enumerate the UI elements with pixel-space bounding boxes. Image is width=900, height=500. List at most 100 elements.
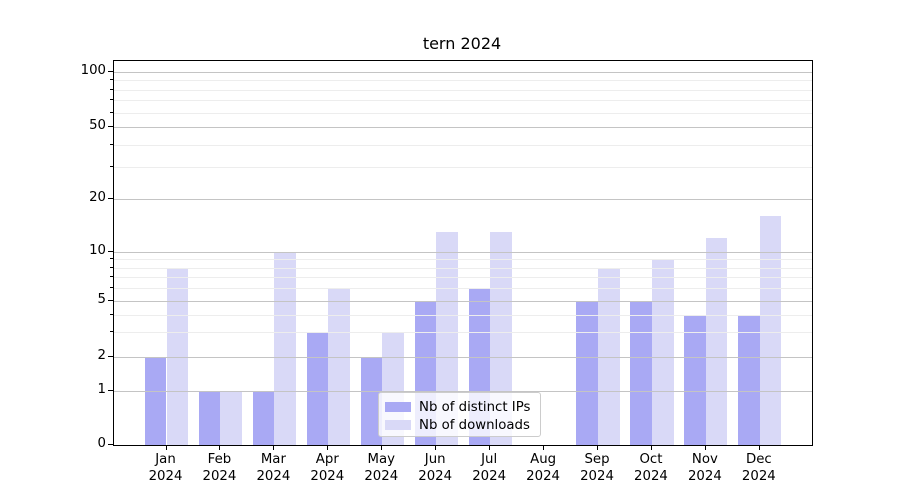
y-minor-tick (110, 287, 113, 289)
gridline-minor (114, 89, 812, 91)
x-tick-label-month: Nov (691, 452, 718, 467)
bar-downloads-Apr (328, 288, 350, 445)
y-minor-tick (110, 111, 113, 113)
x-tick (219, 445, 221, 450)
gridline-major (114, 357, 812, 358)
y-minor-tick (110, 266, 113, 268)
gridline-major (114, 127, 812, 128)
bar-downloads-Jul (490, 231, 512, 445)
legend: Nb of distinct IPs Nb of downloads (378, 392, 541, 437)
x-tick-label-month: Jan (155, 452, 176, 467)
x-tick-label: Feb 2024 (191, 452, 247, 485)
y-tick-label: 1 (97, 381, 106, 397)
bar-distinct-ips-Jan (144, 357, 167, 445)
x-tick (435, 445, 437, 450)
x-tick (381, 445, 383, 450)
bar-downloads-Jun (436, 231, 458, 445)
bar-downloads-Sep (598, 267, 620, 445)
x-tick-label-year: 2024 (418, 468, 453, 484)
gridline-minor (114, 267, 812, 269)
x-tick-label-month: Dec (745, 452, 772, 467)
y-minor-tick (110, 313, 113, 315)
x-tick-label-year: 2024 (256, 468, 291, 484)
gridline-major (114, 199, 812, 200)
legend-item-distinct-ips: Nb of distinct IPs (385, 398, 534, 416)
gridline-minor (114, 167, 812, 169)
legend-label-distinct-ips: Nb of distinct IPs (419, 399, 531, 415)
x-tick-label: Dec 2024 (731, 452, 787, 485)
bar-distinct-ips-Feb (198, 390, 221, 445)
gridline-major (114, 72, 812, 73)
bar-downloads-Dec (759, 216, 782, 445)
y-tick-label: 0 (97, 436, 106, 451)
y-tick (108, 389, 113, 391)
bar-distinct-ips-Nov (684, 314, 706, 445)
gridline-minor (114, 80, 812, 82)
x-tick-label: May 2024 (353, 452, 409, 485)
x-tick (597, 445, 599, 450)
x-tick-label-month: Jul (481, 452, 498, 467)
x-tick-label-month: Mar (260, 452, 286, 467)
x-tick-label-year: 2024 (364, 468, 399, 484)
x-tick-label: Apr 2024 (299, 452, 355, 485)
bar-downloads-Jan (166, 267, 189, 445)
gridline-minor (114, 314, 812, 316)
gridline-minor (114, 288, 812, 290)
bar-distinct-ips-Dec (738, 314, 760, 445)
x-tick-label-month: Jun (424, 452, 446, 467)
bar-distinct-ips-May (360, 357, 383, 445)
x-tick (758, 445, 760, 450)
gridline-minor (114, 259, 812, 261)
bar-downloads-Nov (705, 238, 728, 445)
y-tick-label: 10 (89, 243, 106, 258)
x-tick-label: Jun 2024 (407, 452, 463, 485)
x-tick-label: Mar 2024 (245, 452, 301, 485)
x-tick (650, 445, 652, 450)
y-tick (108, 300, 113, 301)
bar-distinct-ips-Oct (630, 301, 652, 445)
x-tick-label-year: 2024 (202, 468, 237, 484)
legend-swatch-distinct-ips (385, 402, 411, 412)
x-tick-label-year: 2024 (580, 468, 614, 484)
x-tick-label-month: Apr (315, 452, 339, 467)
y-tick (108, 126, 113, 127)
x-tick-label: Jan 2024 (138, 452, 194, 485)
gridline-major (114, 390, 812, 392)
x-tick (489, 445, 491, 450)
y-tick-label: 5 (97, 292, 106, 307)
gridline-minor (114, 112, 812, 114)
y-tick-label: 50 (89, 118, 106, 133)
legend-swatch-downloads (385, 420, 411, 430)
y-tick (108, 356, 113, 357)
x-tick-label: Aug 2024 (515, 452, 571, 485)
gridline-major (114, 252, 812, 253)
bar-downloads-Mar (274, 252, 296, 445)
gridline-minor (114, 277, 812, 279)
legend-item-downloads: Nb of downloads (385, 416, 534, 434)
bar-distinct-ips-Mar (252, 390, 275, 445)
x-tick-label-year: 2024 (472, 468, 507, 484)
x-tick-label-month: Aug (530, 452, 557, 467)
gridline-minor (114, 332, 812, 334)
gridline-minor (114, 144, 812, 146)
y-tick (108, 198, 113, 199)
y-minor-tick (110, 143, 113, 145)
y-tick (108, 444, 113, 445)
legend-label-downloads: Nb of downloads (419, 417, 530, 433)
bar-distinct-ips-Apr (306, 332, 329, 445)
y-tick-label: 20 (89, 190, 106, 205)
x-tick-label: Oct 2024 (623, 452, 679, 485)
bar-downloads-Feb (220, 390, 243, 445)
gridline-minor (114, 100, 812, 102)
bar-distinct-ips-Sep (576, 301, 598, 445)
x-tick-label: Sep 2024 (569, 452, 625, 485)
x-tick-label-year: 2024 (687, 468, 722, 484)
plot-area (113, 60, 813, 446)
x-tick (543, 445, 545, 450)
x-tick-label: Jul 2024 (461, 452, 517, 485)
x-tick (704, 445, 706, 450)
y-minor-tick (110, 88, 113, 90)
y-tick-label: 100 (80, 63, 106, 78)
x-tick-label-month: Oct (639, 452, 663, 467)
